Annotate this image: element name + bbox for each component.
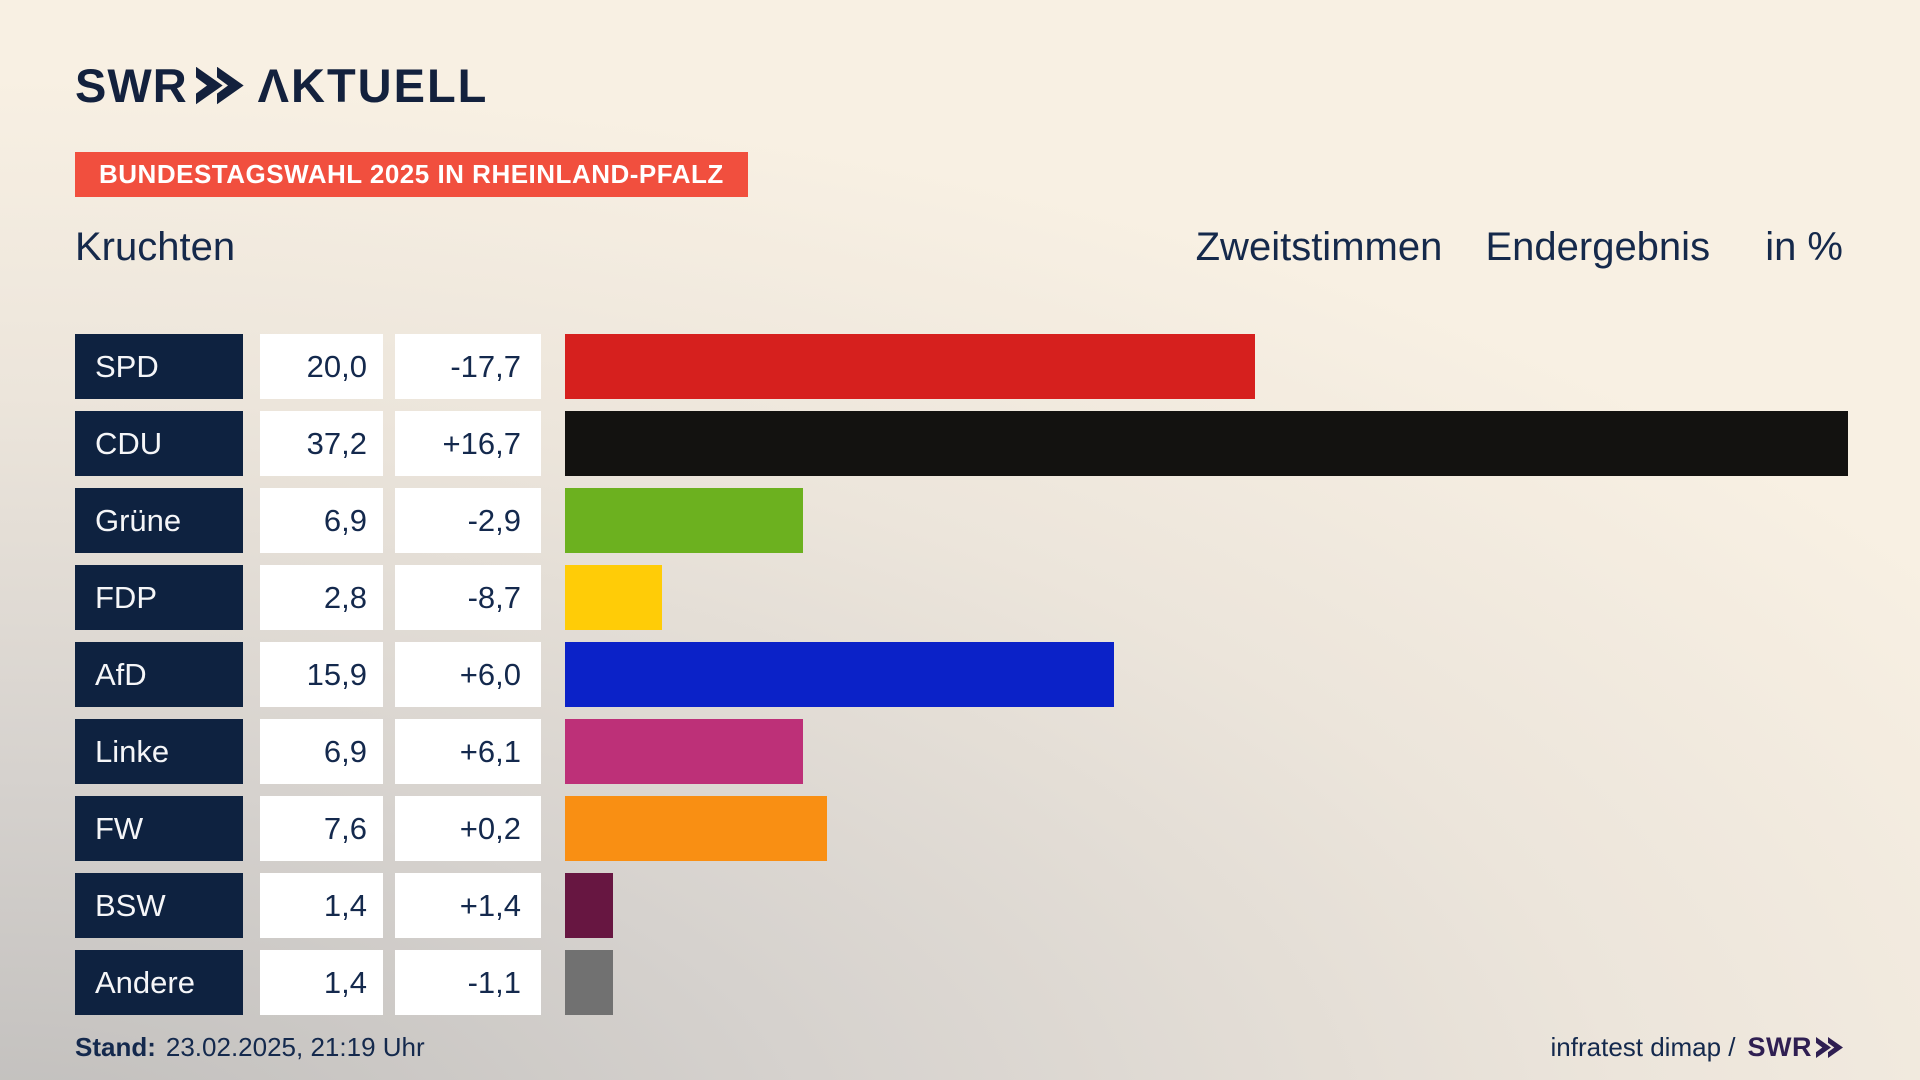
result-value: 20,0 (260, 334, 383, 399)
swr-logo-small: SWR (1747, 1032, 1843, 1063)
party-label: Grüne (75, 488, 243, 553)
party-label: BSW (75, 873, 243, 938)
logo-aktuell-text: ΛKTUELL (257, 59, 489, 112)
double-chevron-icon (1816, 1037, 1843, 1058)
table-row: FW 7,6 +0,2 (75, 796, 1848, 861)
chart-title-word2: Endergebnis (1485, 225, 1711, 269)
table-row: CDU 37,2 +16,7 (75, 411, 1849, 476)
party-label: Andere (75, 950, 243, 1015)
logo-swr-text: SWR (75, 59, 188, 112)
chart-title: Zweitstimmen Endergebnis in % (1196, 225, 1843, 270)
result-value: 15,9 (260, 642, 383, 707)
table-row: Grüne 6,9 -2,9 (75, 488, 1848, 553)
party-label: FDP (75, 565, 243, 630)
timestamp-label: Stand: (75, 1032, 156, 1062)
results-table: SPD 20,0 -17,7 CDU 37,2 +16,7 Grüne 6,9 … (75, 334, 1849, 1027)
result-bar (565, 411, 1849, 476)
change-value: -17,7 (395, 334, 541, 399)
party-label: Linke (75, 719, 243, 784)
change-value: -2,9 (395, 488, 541, 553)
change-value: -1,1 (395, 950, 541, 1015)
result-value: 37,2 (260, 411, 383, 476)
result-value: 1,4 (260, 950, 383, 1015)
election-badge: BUNDESTAGSWAHL 2025 IN RHEINLAND-PFALZ (75, 152, 748, 197)
source-credit: infratest dimap / SWR (1551, 1032, 1843, 1063)
swr-aktuell-logo: SWR ΛKTUELL (75, 58, 488, 113)
table-row: FDP 2,8 -8,7 (75, 565, 1848, 630)
result-bar (565, 719, 804, 784)
change-value: +1,4 (395, 873, 541, 938)
result-value: 1,4 (260, 873, 383, 938)
title-bar: Kruchten Zweitstimmen Endergebnis in % (75, 222, 1843, 270)
result-bar (565, 642, 1114, 707)
double-chevron-icon (195, 66, 244, 105)
result-bar (565, 334, 1255, 399)
result-bar (565, 488, 804, 553)
change-value: +16,7 (395, 411, 541, 476)
timestamp: Stand: 23.02.2025, 21:19 Uhr (75, 1032, 425, 1063)
party-label: FW (75, 796, 243, 861)
change-value: +6,0 (395, 642, 541, 707)
result-bar (565, 950, 614, 1015)
party-label: SPD (75, 334, 243, 399)
result-value: 2,8 (260, 565, 383, 630)
party-label: AfD (75, 642, 243, 707)
table-row: Linke 6,9 +6,1 (75, 719, 1848, 784)
result-value: 6,9 (260, 719, 383, 784)
source-text: infratest dimap / (1550, 1032, 1736, 1062)
table-row: AfD 15,9 +6,0 (75, 642, 1848, 707)
table-row: SPD 20,0 -17,7 (75, 334, 1848, 399)
result-value: 7,6 (260, 796, 383, 861)
table-row: BSW 1,4 +1,4 (75, 873, 1848, 938)
result-bar (565, 873, 614, 938)
footer: Stand: 23.02.2025, 21:19 Uhr infratest di… (75, 1032, 1843, 1063)
change-value: +6,1 (395, 719, 541, 784)
result-bar (565, 796, 828, 861)
municipality-title: Kruchten (75, 225, 236, 269)
change-value: -8,7 (395, 565, 541, 630)
result-bar (565, 565, 662, 630)
chart-title-word3: in % (1765, 225, 1843, 269)
timestamp-value: 23.02.2025, 21:19 Uhr (165, 1032, 425, 1062)
result-value: 6,9 (260, 488, 383, 553)
logo-swr-text: SWR (1747, 1032, 1812, 1062)
table-row: Andere 1,4 -1,1 (75, 950, 1848, 1015)
chart-title-word1: Zweitstimmen (1195, 225, 1443, 269)
party-label: CDU (75, 411, 243, 476)
change-value: +0,2 (395, 796, 541, 861)
